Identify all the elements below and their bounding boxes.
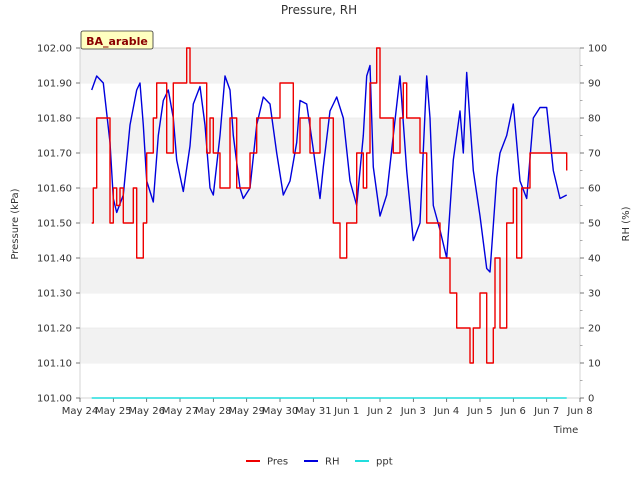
series-line-pres: [91, 47, 568, 364]
x-tick-label: May 28: [195, 406, 232, 417]
legend-label-ppt: ppt: [376, 457, 393, 468]
right-axis: 0 10 20 30 40 50 60 70 80 90 100: [580, 44, 607, 405]
right-tick-label: 40: [588, 254, 601, 265]
right-tick-label: 20: [588, 324, 601, 335]
station-badge-text: BA_arable: [86, 35, 148, 48]
plot-bands: [80, 47, 580, 364]
plot-band: [80, 328, 580, 363]
legend-label-pres: Pres: [267, 457, 288, 468]
series-layer: [91, 47, 568, 399]
x-axis-label: Time: [553, 425, 578, 436]
left-tick-label: 101.50: [37, 219, 72, 230]
right-tick-label: 100: [588, 44, 607, 55]
x-tick-label: Jun 7: [533, 406, 559, 417]
x-tick-label: Jun 5: [466, 406, 492, 417]
station-badge-box: [80, 30, 154, 50]
left-tick-label: 101.20: [37, 324, 72, 335]
series-line-rh: [91, 64, 568, 273]
left-axis: 101.00 101.10 101.20 101.30 101.40 101.50 101.…: [37, 44, 80, 405]
x-tick-label: Jun 1: [333, 406, 359, 417]
left-tick-label: 101.40: [37, 254, 72, 265]
x-tick-label: Jun 3: [400, 406, 426, 417]
legend: Pres RH ppt: [246, 457, 393, 468]
right-tick-label: 70: [588, 149, 601, 160]
right-tick-label: 80: [588, 114, 601, 125]
right-tick-label: 30: [588, 289, 601, 300]
left-tick-label: 102.00: [37, 44, 72, 55]
left-tick-label: 101.30: [37, 289, 72, 300]
right-tick-label: 90: [588, 79, 601, 90]
x-tick-label: May 27: [162, 406, 199, 417]
x-tick-label: Jun 4: [433, 406, 459, 417]
left-tick-label: 101.90: [37, 79, 72, 90]
right-tick-label: 0: [588, 394, 594, 405]
plot-band: [80, 258, 580, 293]
x-tick-label: May 29: [228, 406, 265, 417]
legend-label-rh: RH: [325, 457, 339, 468]
plot-band: [80, 118, 580, 153]
left-tick-label: 101.00: [37, 394, 72, 405]
y-axis-label-left: Pressure (kPa): [10, 188, 21, 259]
x-tick-label: May 30: [262, 406, 299, 417]
right-tick-label: 50: [588, 219, 601, 230]
station-badge: BA_arable: [80, 30, 154, 50]
y-axis-label-right: RH (%): [621, 206, 632, 241]
left-tick-label: 101.10: [37, 359, 72, 370]
left-tick-label: 101.70: [37, 149, 72, 160]
x-tick-label: May 31: [295, 406, 332, 417]
plot-band: [80, 48, 580, 83]
x-tick-label: May 26: [128, 406, 165, 417]
x-tick-label: Jun 2: [366, 406, 392, 417]
x-tick-label: Jun 6: [500, 406, 526, 417]
x-tick-label: Jun 8: [566, 406, 592, 417]
chart-title: Pressure, RH: [281, 3, 357, 17]
left-tick-label: 101.60: [37, 184, 72, 195]
left-tick-label: 101.80: [37, 114, 72, 125]
right-tick-label: 10: [588, 359, 601, 370]
plot-band: [80, 188, 580, 223]
right-tick-label: 60: [588, 184, 601, 195]
x-tick-label: May 24: [62, 406, 99, 417]
x-tick-label: May 25: [95, 406, 132, 417]
